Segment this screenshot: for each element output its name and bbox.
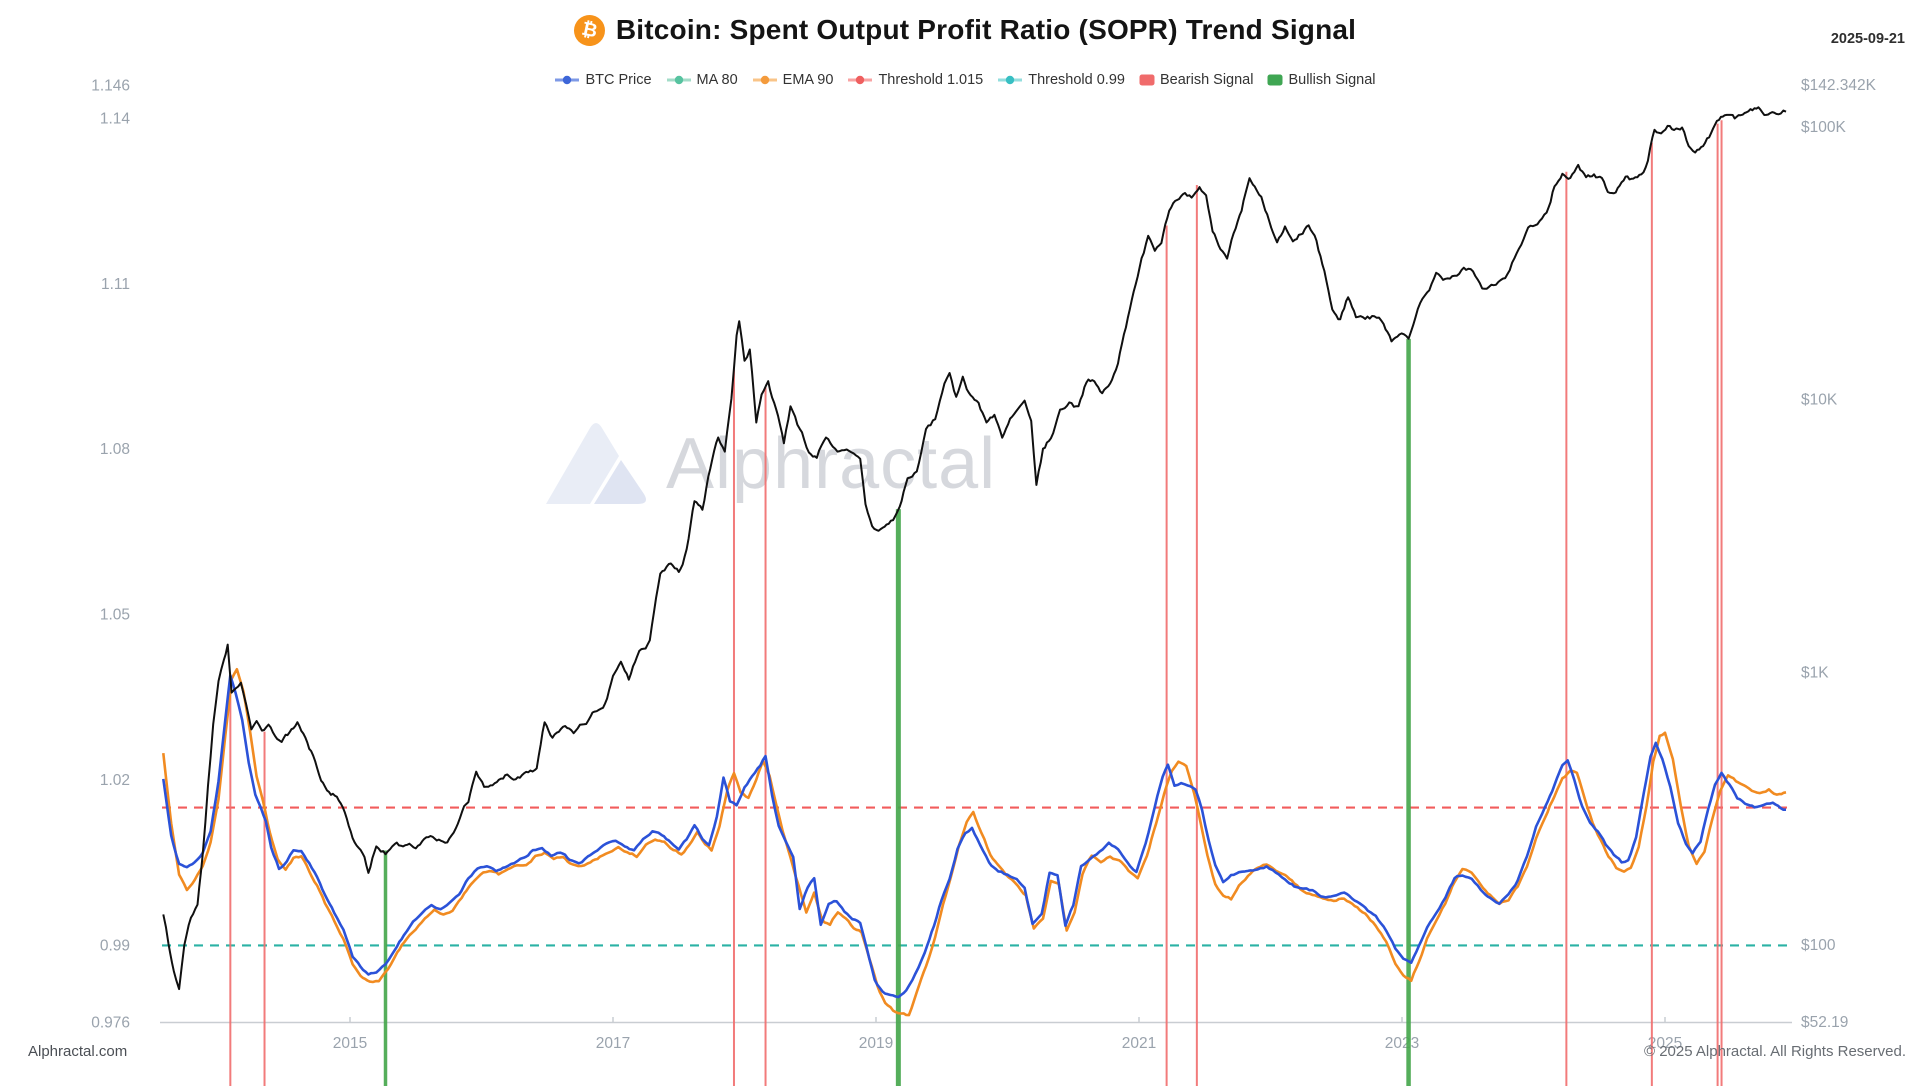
x-axis-label: 2017: [596, 1035, 630, 1052]
legend-item-btc-price[interactable]: BTC Price: [554, 72, 652, 88]
left-axis-label: 0.976: [91, 1015, 130, 1032]
ema-90-line: [162, 668, 1787, 1017]
legend-line-dot-icon: [752, 75, 777, 85]
right-axis-label: $52.19: [1801, 1014, 1848, 1031]
legend-label: BTC Price: [585, 72, 652, 88]
legend-line-dot-icon: [848, 75, 873, 85]
legend-item-ema-90[interactable]: EMA 90: [752, 72, 834, 88]
chart-legend: BTC Price MA 80 EMA 90 Threshold 1.015 Thres…: [0, 72, 1930, 88]
legend-item-bearish-signal[interactable]: Bearish Signal: [1139, 72, 1254, 88]
left-axis-label: 1.02: [100, 772, 130, 789]
legend-square-icon: [1139, 74, 1155, 86]
footer-copyright: © 2025 Alphractal. All Rights Reserved.: [1643, 1043, 1906, 1060]
right-axis-label: $1K: [1801, 664, 1829, 681]
legend-label: Bearish Signal: [1159, 72, 1254, 88]
left-axis-label: 1.11: [101, 276, 130, 293]
page-title: Bitcoin: Spent Output Profit Ratio (SOPR…: [615, 14, 1357, 45]
legend-square-icon: [1267, 74, 1283, 86]
footer-site-link[interactable]: Alphractal.com: [28, 1043, 128, 1060]
legend-item-threshold-1-015[interactable]: Threshold 1.015: [847, 72, 983, 88]
right-axis-label: $100: [1801, 937, 1836, 954]
chart-header: ₿ Bitcoin: Spent Output Profit Ratio (SO…: [0, 11, 1930, 49]
x-axis-label: 2015: [333, 1035, 367, 1052]
left-axis-label: 1.14: [100, 110, 131, 127]
left-axis-label: 1.05: [100, 607, 130, 624]
left-axis-label: 0.99: [100, 937, 130, 954]
bitcoin-glyph: ₿: [579, 17, 600, 42]
x-axis-label: 2025: [1648, 1035, 1682, 1052]
x-axis-label: 2021: [1122, 1035, 1156, 1052]
legend-label: Bullish Signal: [1288, 72, 1376, 88]
left-axis-label: 1.146: [91, 77, 130, 94]
legend-label: Threshold 0.99: [1028, 72, 1125, 88]
legend-line-dot-icon: [555, 75, 580, 85]
legend-label: Threshold 1.015: [878, 72, 984, 88]
right-axis-label: $10K: [1801, 392, 1838, 409]
legend-item-threshold-0-99[interactable]: Threshold 0.99: [997, 72, 1125, 88]
right-axis-label: $142.342K: [1801, 77, 1877, 94]
x-axis-label: 2023: [1385, 1035, 1419, 1052]
btc-price-line: [162, 106, 1787, 991]
legend-line-dot-icon: [998, 75, 1023, 85]
legend-label: EMA 90: [782, 72, 834, 88]
left-axis-label: 1.08: [100, 441, 130, 458]
legend-item-bullish-signal[interactable]: Bullish Signal: [1267, 72, 1376, 88]
chart-date: 2025-09-21: [1830, 31, 1905, 47]
legend-line-dot-icon: [666, 75, 691, 85]
ma-80-line: [162, 674, 1786, 999]
right-axis-label: $100K: [1801, 119, 1846, 136]
legend-item-ma-80[interactable]: MA 80: [666, 72, 738, 88]
bitcoin-icon: ₿: [570, 11, 608, 49]
x-axis-label: 2019: [859, 1035, 893, 1052]
legend-label: MA 80: [696, 72, 738, 88]
